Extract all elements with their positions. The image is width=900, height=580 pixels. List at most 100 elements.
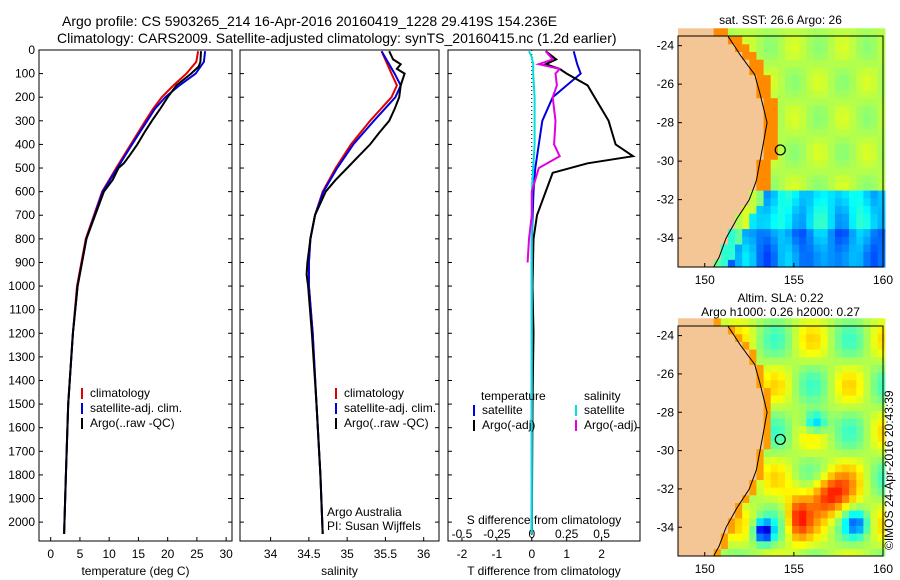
ocean-cell bbox=[806, 82, 814, 91]
ocean-cell bbox=[863, 197, 872, 206]
land-cell bbox=[735, 205, 743, 214]
land-cell bbox=[692, 318, 700, 327]
land-cell bbox=[692, 190, 700, 199]
ocean-cell bbox=[792, 128, 800, 137]
land-cell bbox=[706, 372, 715, 381]
land-cell bbox=[749, 402, 757, 411]
land-cell bbox=[713, 74, 722, 83]
ocean-cell bbox=[799, 251, 807, 260]
ocean-cell bbox=[820, 410, 829, 419]
ocean-cell bbox=[799, 479, 807, 488]
ocean-cell bbox=[770, 128, 779, 137]
land-cell bbox=[706, 387, 715, 396]
land-cell bbox=[678, 143, 686, 153]
land-cell bbox=[720, 43, 729, 52]
ocean-cell bbox=[799, 59, 807, 68]
land-cell bbox=[692, 82, 700, 91]
ocean-cell bbox=[777, 66, 786, 76]
land-cell bbox=[735, 487, 743, 496]
ocean-cell bbox=[870, 128, 879, 137]
ocean-cell bbox=[820, 74, 829, 83]
land-cell bbox=[713, 251, 722, 260]
land-cell bbox=[692, 433, 700, 442]
land-cell bbox=[742, 113, 750, 122]
ocean-cell bbox=[877, 143, 886, 153]
ocean-cell bbox=[813, 74, 822, 83]
land-cell bbox=[735, 372, 743, 381]
land-cell bbox=[699, 259, 708, 268]
sla-map-subtitle: Argo h1000: 0.26 h2000: 0.27 bbox=[701, 305, 860, 319]
ocean-cell bbox=[777, 410, 786, 419]
y-tick-label: 200 bbox=[15, 90, 35, 104]
ocean-cell bbox=[849, 448, 857, 457]
land-cell bbox=[706, 510, 715, 519]
ocean-cell bbox=[863, 113, 872, 122]
ocean-cell bbox=[856, 51, 864, 60]
land-cell bbox=[727, 395, 736, 404]
ocean-cell bbox=[806, 479, 814, 488]
ocean-cell bbox=[842, 341, 850, 350]
ocean-cell bbox=[849, 128, 857, 137]
ocean-cell bbox=[863, 28, 872, 37]
land-cell bbox=[749, 113, 757, 122]
ocean-cell bbox=[777, 51, 786, 60]
ocean-cell bbox=[770, 425, 779, 434]
ocean-cell bbox=[877, 333, 886, 342]
ocean-cell bbox=[820, 356, 829, 365]
ocean-cell bbox=[827, 43, 836, 52]
ocean-cell bbox=[813, 228, 822, 237]
ocean-cell bbox=[849, 143, 857, 153]
ocean-cell bbox=[799, 228, 807, 237]
ocean-cell bbox=[820, 213, 829, 222]
land-cell bbox=[742, 441, 750, 450]
ocean-cell bbox=[770, 136, 779, 145]
land-cell bbox=[699, 205, 708, 214]
ocean-cell bbox=[813, 174, 822, 183]
ocean-cell bbox=[827, 364, 836, 373]
y-tick-label: 700 bbox=[15, 208, 35, 222]
ocean-cell bbox=[742, 51, 750, 60]
ocean-cell bbox=[827, 471, 836, 480]
ocean-cell bbox=[763, 548, 772, 557]
ocean-cell bbox=[777, 333, 786, 342]
ocean-cell bbox=[870, 479, 879, 488]
land-cell bbox=[720, 128, 729, 137]
ocean-cell bbox=[785, 502, 793, 511]
ocean-cell bbox=[863, 341, 872, 350]
ocean-cell bbox=[863, 97, 872, 106]
ocean-cell bbox=[785, 356, 793, 365]
y-tick-label: 500 bbox=[15, 161, 35, 175]
land-cell bbox=[713, 136, 722, 145]
ocean-cell bbox=[842, 89, 850, 99]
ocean-cell bbox=[813, 197, 822, 206]
ocean-cell bbox=[792, 395, 800, 404]
ocean-cell bbox=[756, 517, 765, 526]
ocean-cell bbox=[749, 525, 757, 534]
land-cell bbox=[699, 349, 708, 358]
ocean-cell bbox=[827, 502, 836, 511]
land-cell bbox=[706, 197, 715, 206]
ocean-cell bbox=[856, 372, 864, 381]
ocean-cell bbox=[735, 220, 743, 230]
ocean-cell bbox=[806, 243, 814, 253]
ocean-cell bbox=[856, 197, 864, 206]
ocean-cell bbox=[735, 533, 743, 542]
ocean-cell bbox=[877, 372, 886, 381]
land-cell bbox=[720, 456, 729, 465]
ocean-cell bbox=[849, 174, 857, 183]
land-cell bbox=[727, 205, 736, 214]
ocean-cell bbox=[806, 387, 814, 396]
ocean-cell bbox=[777, 89, 786, 99]
ocean-cell bbox=[799, 379, 807, 388]
land-cell bbox=[678, 51, 686, 60]
ocean-cell bbox=[863, 533, 872, 542]
ocean-cell bbox=[834, 494, 843, 503]
legend-label: Argo(-adj) bbox=[584, 418, 637, 432]
map-y-tick-label: -24 bbox=[657, 39, 675, 53]
ocean-cell bbox=[792, 28, 800, 37]
ocean-cell bbox=[813, 341, 822, 350]
ocean-cell bbox=[785, 418, 793, 427]
annotation-line: PI: Susan Wijffels bbox=[327, 519, 421, 533]
ocean-cell bbox=[792, 166, 800, 176]
ocean-cell bbox=[763, 464, 772, 473]
